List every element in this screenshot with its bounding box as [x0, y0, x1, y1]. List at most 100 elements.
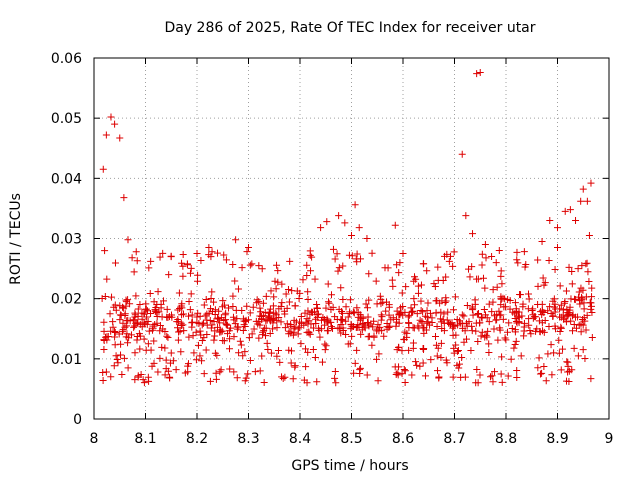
x-axis-label: GPS time / hours — [291, 458, 408, 474]
data-point — [570, 321, 578, 329]
data-point — [111, 259, 119, 267]
data-point — [312, 319, 320, 327]
data-point — [246, 357, 254, 365]
x-tick-label: 8.3 — [237, 431, 259, 447]
y-tick-label: 0.03 — [51, 232, 82, 248]
data-point — [234, 285, 242, 293]
data-point — [132, 292, 140, 300]
data-point — [149, 322, 157, 330]
data-point — [273, 324, 281, 332]
data-point — [475, 310, 483, 318]
data-point — [110, 362, 118, 370]
data-point — [166, 374, 174, 382]
data-point — [111, 329, 119, 337]
data-point — [219, 297, 227, 305]
data-point — [332, 379, 340, 387]
data-point — [274, 346, 282, 354]
data-point — [266, 305, 274, 313]
data-point — [117, 351, 125, 359]
data-point — [424, 299, 432, 307]
data-point — [373, 327, 381, 335]
data-point — [430, 280, 438, 288]
data-point — [534, 256, 542, 264]
data-point — [398, 370, 406, 378]
data-point — [401, 328, 409, 336]
data-point — [220, 251, 228, 259]
data-point — [197, 257, 205, 265]
data-point — [362, 300, 370, 308]
data-point — [126, 317, 134, 325]
x-tick-label: 8.1 — [134, 431, 156, 447]
data-point — [264, 345, 272, 353]
data-point — [449, 262, 457, 270]
data-point — [108, 293, 116, 301]
data-point — [574, 352, 582, 360]
data-point — [221, 301, 229, 309]
y-tick-label: 0.02 — [51, 292, 82, 308]
data-point — [256, 367, 264, 375]
data-point — [131, 349, 139, 357]
data-point — [196, 327, 204, 335]
data-point — [287, 359, 295, 367]
data-point — [450, 344, 458, 352]
data-point — [156, 327, 164, 335]
data-point — [479, 274, 487, 282]
data-point — [217, 366, 225, 374]
data-point — [458, 311, 466, 319]
data-point — [403, 333, 411, 341]
data-point — [433, 352, 441, 360]
data-point — [115, 330, 123, 338]
data-point — [423, 267, 431, 275]
data-point — [547, 341, 555, 349]
data-point — [179, 262, 187, 270]
data-point — [294, 330, 302, 338]
data-point — [567, 317, 575, 325]
y-axis-label: ROTI / TECUs — [8, 193, 24, 285]
data-point — [143, 313, 151, 321]
x-tick-label: 8.4 — [289, 431, 311, 447]
data-point — [136, 345, 144, 353]
data-point — [290, 316, 298, 324]
data-point — [186, 306, 194, 314]
data-point — [208, 288, 216, 296]
data-point — [505, 319, 513, 327]
data-point — [351, 201, 359, 209]
data-point — [106, 310, 114, 318]
data-point — [133, 319, 141, 327]
data-point — [534, 282, 542, 290]
data-point — [303, 272, 311, 280]
data-point — [316, 333, 324, 341]
data-point — [346, 296, 354, 304]
data-point — [370, 317, 378, 325]
data-point — [476, 68, 484, 76]
data-point — [344, 313, 352, 321]
data-point — [478, 313, 486, 321]
data-point — [557, 313, 565, 321]
data-point — [428, 314, 436, 322]
data-point — [274, 278, 282, 286]
data-point — [447, 252, 455, 260]
data-point — [580, 299, 588, 307]
data-point — [488, 253, 496, 261]
data-point — [449, 373, 457, 381]
data-point — [579, 346, 587, 354]
data-point — [557, 323, 565, 331]
data-point — [557, 366, 565, 374]
data-point — [258, 352, 266, 360]
data-point — [100, 327, 108, 335]
data-point — [144, 307, 152, 315]
data-point — [458, 150, 466, 158]
data-point — [183, 260, 191, 268]
data-point — [450, 248, 458, 256]
data-point — [496, 324, 504, 332]
data-point — [232, 306, 240, 314]
data-point — [407, 304, 415, 312]
data-point — [154, 288, 162, 296]
data-point — [527, 330, 535, 338]
data-point — [489, 286, 497, 294]
data-point — [216, 328, 224, 336]
data-point — [465, 318, 473, 326]
data-point — [413, 361, 421, 369]
data-point — [395, 319, 403, 327]
